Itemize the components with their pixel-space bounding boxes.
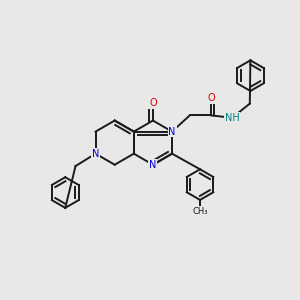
Text: CH₃: CH₃ <box>192 207 208 216</box>
Text: N: N <box>168 127 176 136</box>
Text: O: O <box>149 98 157 108</box>
Text: O: O <box>207 93 215 103</box>
Text: N: N <box>149 160 157 170</box>
Text: NH: NH <box>225 113 239 123</box>
Text: N: N <box>92 149 99 159</box>
